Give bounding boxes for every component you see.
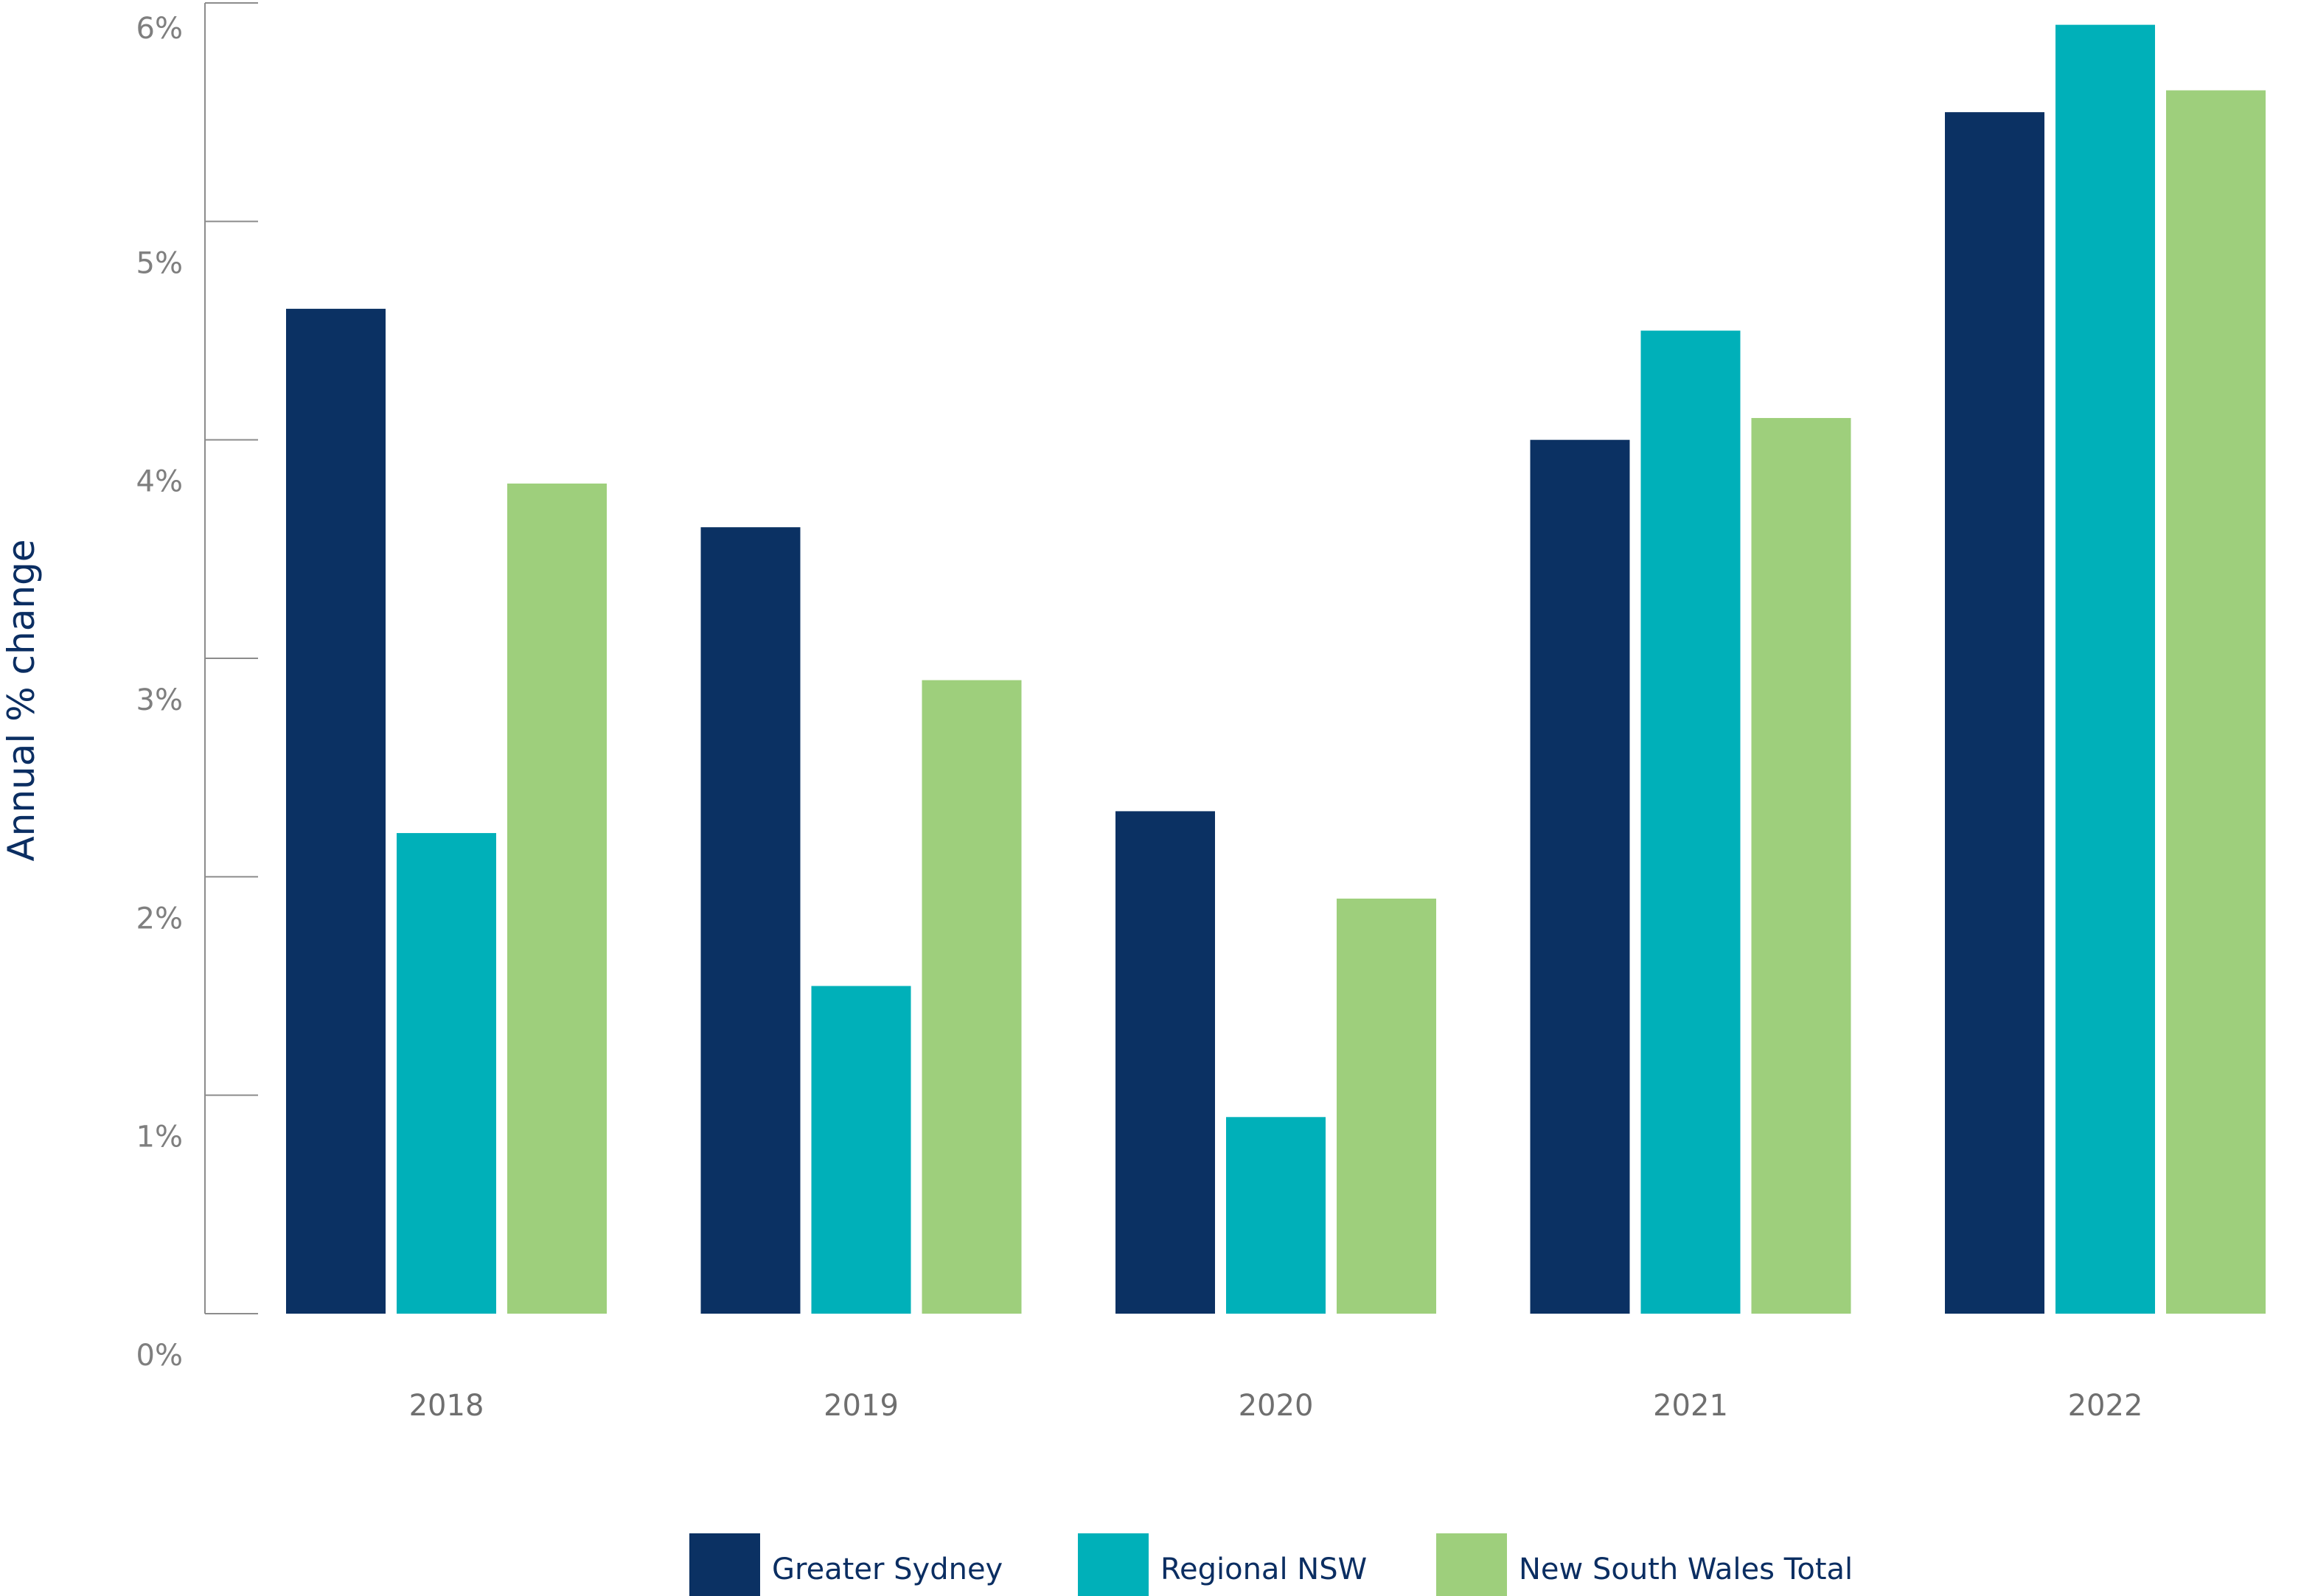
bar: [1530, 439, 1630, 1314]
x-tick-label: 2019: [824, 1389, 899, 1423]
y-axis: 0% 1% 2% 3% 4% 5% 6%: [136, 2, 258, 1373]
bar: [1115, 811, 1215, 1314]
x-tick-label: 2020: [1239, 1389, 1314, 1423]
y-tick-label: 3%: [136, 683, 183, 717]
y-tick-label: 6%: [136, 12, 183, 46]
bar: [1640, 330, 1741, 1314]
legend: Greater Sydney Regional NSW New South Wale…: [689, 1533, 1853, 1596]
bar: [700, 527, 801, 1314]
bar: [811, 986, 911, 1314]
y-axis-title: Annual % change: [0, 539, 43, 861]
y-tick-label: 5%: [136, 246, 183, 280]
x-tick-label: 2018: [409, 1389, 484, 1423]
bars: [286, 24, 2266, 1314]
legend-swatch: [689, 1533, 760, 1596]
x-axis-labels: 2018 2019 2020 2021 2022: [409, 1389, 2143, 1423]
bar: [2166, 90, 2266, 1314]
y-tick-label: 4%: [136, 465, 183, 499]
y-tick-label: 2%: [136, 902, 183, 935]
bar: [2055, 24, 2155, 1314]
bar: [1337, 898, 1436, 1314]
x-tick-label: 2021: [1653, 1389, 1728, 1423]
y-tick-label: 0%: [136, 1339, 183, 1373]
bar: [507, 483, 607, 1314]
bar: [1751, 418, 1851, 1314]
bar: [1945, 112, 2044, 1314]
legend-label: Regional NSW: [1160, 1553, 1367, 1586]
legend-label: Greater Sydney: [772, 1553, 1003, 1586]
bar: [922, 680, 1022, 1314]
x-tick-label: 2022: [2068, 1389, 2143, 1423]
bar: [286, 308, 386, 1314]
legend-swatch: [1436, 1533, 1507, 1596]
y-tick-label: 1%: [136, 1121, 183, 1154]
bar: [1226, 1117, 1326, 1314]
legend-swatch: [1078, 1533, 1149, 1596]
legend-label: New South Wales Total: [1519, 1553, 1853, 1586]
bar: [397, 833, 496, 1314]
